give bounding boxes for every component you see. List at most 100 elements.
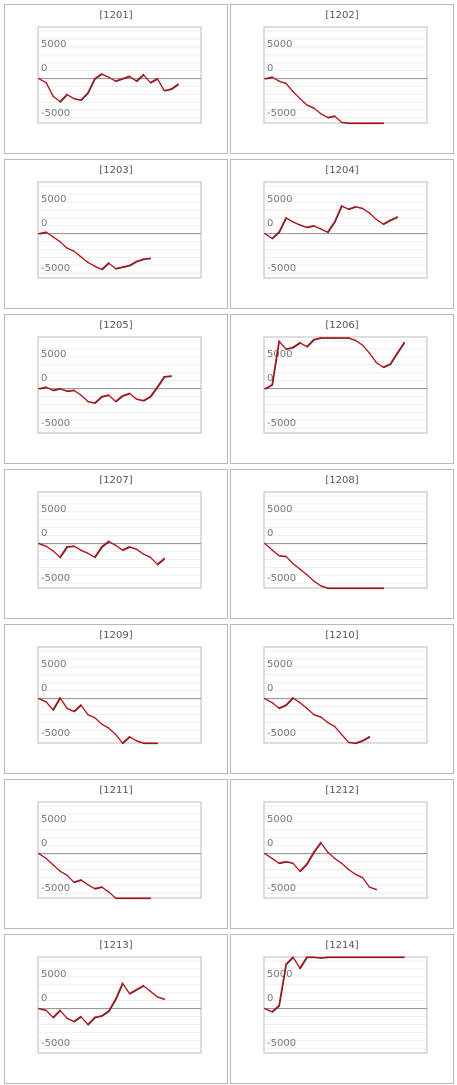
chart-plot: 5000 0 -5000 <box>37 26 202 124</box>
y-tick-label: -5000 <box>41 263 70 274</box>
data-point-5 <box>299 341 301 344</box>
y-tick-label: 5000 <box>267 969 292 980</box>
y-tick-label: -5000 <box>267 1038 296 1049</box>
data-point-8 <box>93 716 96 719</box>
data-point-14 <box>361 956 364 958</box>
chart-plot: 5000 0 -5000 <box>37 336 202 434</box>
data-point-0 <box>264 387 266 390</box>
data-point-9 <box>326 231 329 233</box>
chart-panel-1: [1201] 5000 0 -5000 <box>4 4 228 154</box>
plot-frame <box>37 956 202 1054</box>
data-point-4 <box>66 1017 68 1019</box>
data-point-18 <box>389 956 391 958</box>
data-point-10 <box>333 587 336 589</box>
data-point-4 <box>66 93 68 96</box>
y-tick-label: 5000 <box>267 504 292 515</box>
y-tick-label: -5000 <box>267 108 296 119</box>
data-point-5 <box>299 870 301 872</box>
data-point-8 <box>93 77 96 80</box>
data-point-13 <box>354 122 357 124</box>
data-point-12 <box>347 741 350 743</box>
y-tick-label: 0 <box>267 838 273 849</box>
data-point-15 <box>368 886 371 888</box>
data-point-0 <box>264 232 266 235</box>
y-tick-label: 0 <box>41 528 47 539</box>
data-point-4 <box>66 874 68 876</box>
data-point-16 <box>149 897 151 899</box>
data-point-7 <box>86 552 89 554</box>
data-point-14 <box>361 876 364 879</box>
y-tick-label: -5000 <box>41 418 70 429</box>
data-point-6 <box>79 879 82 881</box>
chart-title: [1211] <box>99 785 133 796</box>
data-point-2 <box>278 554 280 557</box>
chart-title: [1208] <box>325 475 359 486</box>
y-tick-label: 0 <box>41 683 47 694</box>
data-point-8 <box>319 337 322 339</box>
data-point-3 <box>285 348 287 350</box>
data-point-15 <box>142 553 145 555</box>
data-point-1 <box>45 231 47 233</box>
data-point-5 <box>73 97 75 100</box>
data-point-3 <box>285 216 287 219</box>
data-point-7 <box>86 400 89 403</box>
data-point-1 <box>271 1010 273 1013</box>
data-point-12 <box>121 77 124 80</box>
data-point-12 <box>121 266 124 268</box>
data-point-2 <box>52 389 54 391</box>
data-point-12 <box>121 897 124 899</box>
data-point-3 <box>59 387 61 390</box>
data-point-14 <box>361 122 364 124</box>
data-point-15 <box>368 735 371 738</box>
y-tick-label: -5000 <box>267 573 296 584</box>
series-line-shadow <box>39 982 165 1026</box>
series-line <box>264 697 370 744</box>
data-point-13 <box>354 956 357 958</box>
chart-plot: 5000 0 -5000 <box>263 26 428 125</box>
data-point-20 <box>403 341 405 344</box>
data-point-13 <box>128 545 131 548</box>
data-point-5 <box>299 224 301 226</box>
data-point-8 <box>93 1016 96 1019</box>
data-point-9 <box>100 723 103 725</box>
data-point-2 <box>278 862 280 864</box>
chart-title: [1212] <box>325 785 359 796</box>
data-point-0 <box>38 852 40 855</box>
y-tick-label: 5000 <box>41 659 66 670</box>
data-point-16 <box>375 361 377 364</box>
y-tick-label: 5000 <box>267 39 292 50</box>
chart-plot: 5000 0 -5000 <box>263 646 428 745</box>
data-point-9 <box>100 1014 103 1017</box>
data-point-8 <box>319 112 322 115</box>
data-point-1 <box>45 1009 47 1011</box>
data-point-0 <box>38 77 40 80</box>
data-point-11 <box>114 267 117 270</box>
data-point-0 <box>38 1007 40 1010</box>
data-point-1 <box>271 857 273 860</box>
data-point-3 <box>59 556 61 558</box>
data-point-11 <box>114 544 117 546</box>
plot-frame <box>263 646 428 744</box>
data-point-13 <box>128 392 131 395</box>
chart-plot: 5000 0 -5000 <box>37 801 202 900</box>
data-point-0 <box>264 852 266 855</box>
data-point-15 <box>142 258 145 260</box>
data-point-10 <box>333 337 336 339</box>
data-point-3 <box>59 1009 61 1011</box>
data-point-9 <box>100 545 103 548</box>
plot-frame <box>263 336 428 434</box>
chart-title: [1210] <box>325 630 359 641</box>
data-point-15 <box>142 742 145 744</box>
y-tick-label: -5000 <box>41 108 70 119</box>
y-tick-label: 5000 <box>41 504 66 515</box>
y-tick-label: 0 <box>41 373 47 384</box>
data-point-9 <box>100 73 103 75</box>
y-tick-label: 5000 <box>267 349 292 360</box>
y-tick-label: -5000 <box>267 728 296 739</box>
data-point-1 <box>45 81 47 84</box>
data-point-7 <box>86 92 89 94</box>
data-point-7 <box>312 580 315 582</box>
data-point-4 <box>66 707 68 709</box>
y-tick-label: 0 <box>267 63 273 74</box>
chart-plot: 5000 0 -5000 <box>37 956 202 1054</box>
